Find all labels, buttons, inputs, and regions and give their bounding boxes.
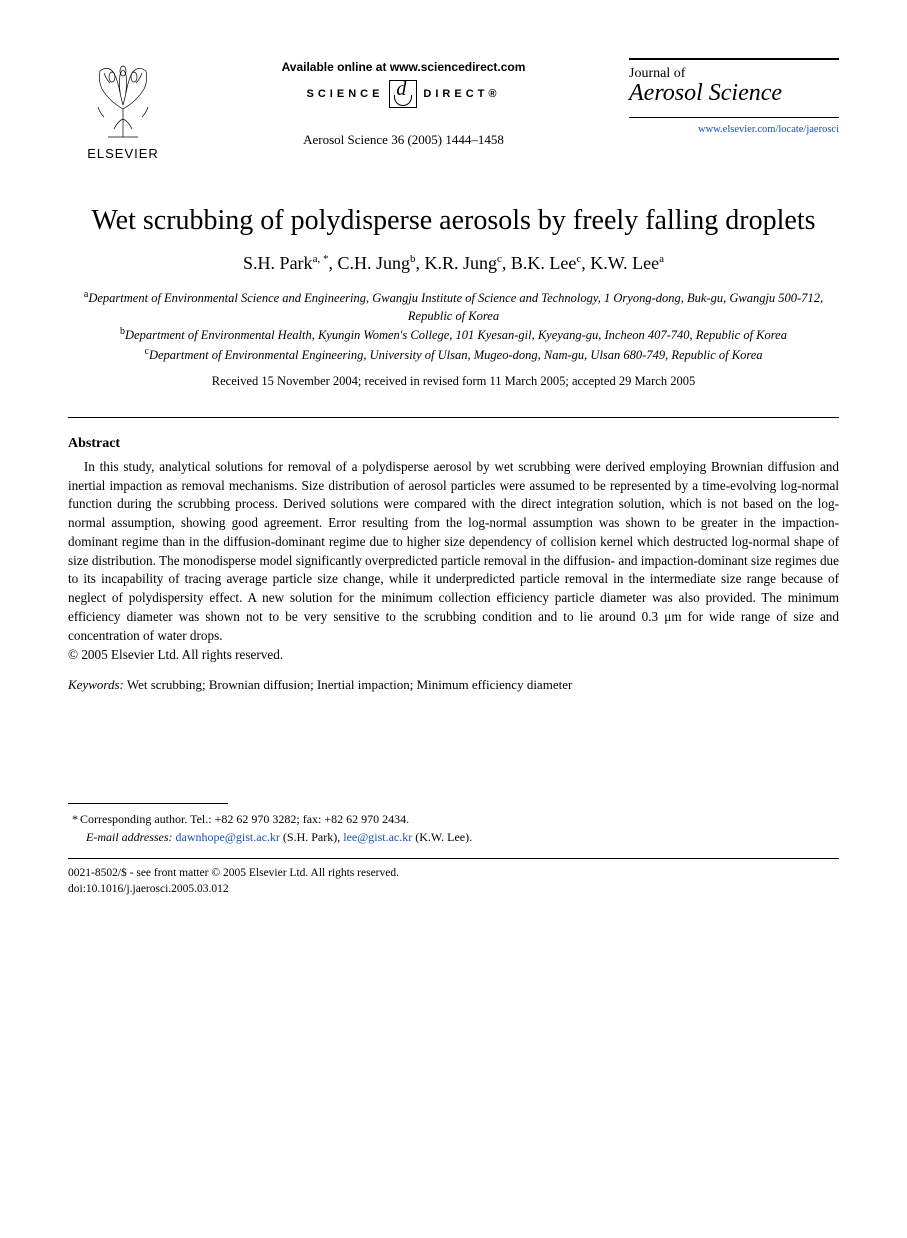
abstract-heading: Abstract [68, 436, 839, 452]
corr-author-text: Corresponding author. Tel.: +82 62 970 3… [80, 812, 409, 826]
sd-at-icon [389, 80, 417, 108]
affiliation-c: cDepartment of Environmental Engineering… [68, 345, 839, 364]
paper-page: ELSEVIER Available online at www.science… [0, 0, 907, 938]
authors-line: S.H. Parka, *, C.H. Jungb, K.R. Jungc, B… [68, 253, 839, 274]
journal-name: Aerosol Science [629, 80, 839, 107]
affiliation-a: aDepartment of Environmental Science and… [68, 288, 839, 325]
journal-block: Journal of Aerosol Science www.elsevier.… [629, 58, 839, 135]
email-who-1: (S.H. Park), [280, 830, 343, 844]
bottom-rule [68, 858, 839, 859]
publisher-block: ELSEVIER [68, 58, 178, 161]
header-center: Available online at www.sciencedirect.co… [178, 58, 629, 148]
corresponding-author-footnote: *Corresponding author. Tel.: +82 62 970 … [68, 810, 839, 846]
front-matter-line: 0021-8502/$ - see front matter © 2005 El… [68, 865, 839, 881]
elsevier-tree-icon [83, 58, 163, 142]
abstract-body: In this study, analytical solutions for … [68, 458, 839, 645]
keywords-label: Keywords: [68, 677, 124, 692]
citation-line: Aerosol Science 36 (2005) 1444–1458 [303, 132, 504, 148]
available-online-text: Available online at www.sciencedirect.co… [282, 60, 526, 74]
email-label: E-mail addresses: [86, 830, 173, 844]
keywords-line: Keywords: Wet scrubbing; Brownian diffus… [68, 677, 839, 693]
paper-title: Wet scrubbing of polydisperse aerosols b… [68, 205, 839, 237]
email-who-2: (K.W. Lee). [412, 830, 472, 844]
affiliation-b: bDepartment of Environmental Health, Kyu… [68, 325, 839, 344]
journal-rule-bottom [629, 117, 839, 118]
email-link-2[interactable]: lee@gist.ac.kr [343, 830, 412, 844]
article-dates: Received 15 November 2004; received in r… [68, 374, 839, 389]
copyright-line: © 2005 Elsevier Ltd. All rights reserved… [68, 647, 839, 663]
bottom-meta: 0021-8502/$ - see front matter © 2005 El… [68, 865, 839, 897]
doi-line: doi:10.1016/j.jaerosci.2005.03.012 [68, 881, 839, 897]
header: ELSEVIER Available online at www.science… [68, 58, 839, 161]
sd-word-left: SCIENCE [307, 88, 384, 100]
sciencedirect-logo: SCIENCE DIRECT® [307, 80, 501, 108]
footnote-rule [68, 803, 228, 804]
journal-url-link[interactable]: www.elsevier.com/locate/jaerosci [629, 124, 839, 135]
sd-word-right: DIRECT® [423, 88, 500, 100]
email-link-1[interactable]: dawnhope@gist.ac.kr [176, 830, 280, 844]
section-rule [68, 417, 839, 418]
journal-rule-top [629, 58, 839, 60]
publisher-label: ELSEVIER [87, 146, 159, 161]
keywords-text: Wet scrubbing; Brownian diffusion; Inert… [124, 677, 572, 692]
affiliations: aDepartment of Environmental Science and… [68, 288, 839, 364]
